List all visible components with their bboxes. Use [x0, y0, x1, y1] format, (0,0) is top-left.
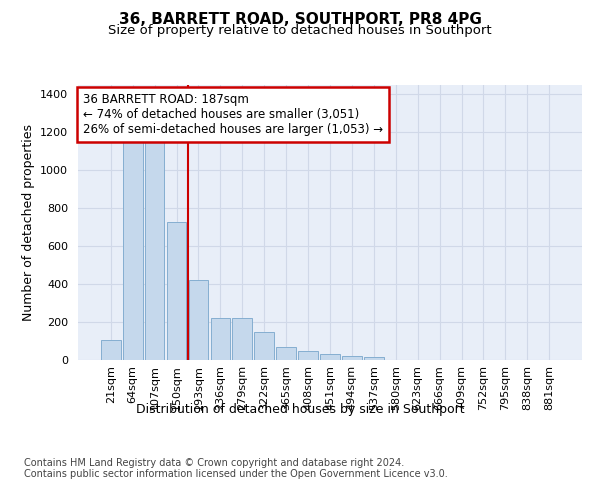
Bar [364, 356, 384, 360]
Bar [320, 354, 340, 360]
Bar [188, 280, 208, 360]
Bar [298, 350, 318, 360]
Bar [211, 318, 230, 360]
Bar [232, 318, 252, 360]
Bar [167, 222, 187, 360]
Text: Size of property relative to detached houses in Southport: Size of property relative to detached ho… [108, 24, 492, 37]
Y-axis label: Number of detached properties: Number of detached properties [22, 124, 35, 321]
Bar [123, 140, 143, 360]
Text: 36 BARRETT ROAD: 187sqm
← 74% of detached houses are smaller (3,051)
26% of semi: 36 BARRETT ROAD: 187sqm ← 74% of detache… [83, 93, 383, 136]
Bar [254, 332, 274, 360]
Text: Contains HM Land Registry data © Crown copyright and database right 2024.
Contai: Contains HM Land Registry data © Crown c… [24, 458, 448, 479]
Bar [276, 346, 296, 360]
Text: 36, BARRETT ROAD, SOUTHPORT, PR8 4PG: 36, BARRETT ROAD, SOUTHPORT, PR8 4PG [119, 12, 481, 28]
Bar [101, 340, 121, 360]
Text: Distribution of detached houses by size in Southport: Distribution of detached houses by size … [136, 402, 464, 415]
Bar [342, 356, 362, 360]
Bar [145, 140, 164, 360]
